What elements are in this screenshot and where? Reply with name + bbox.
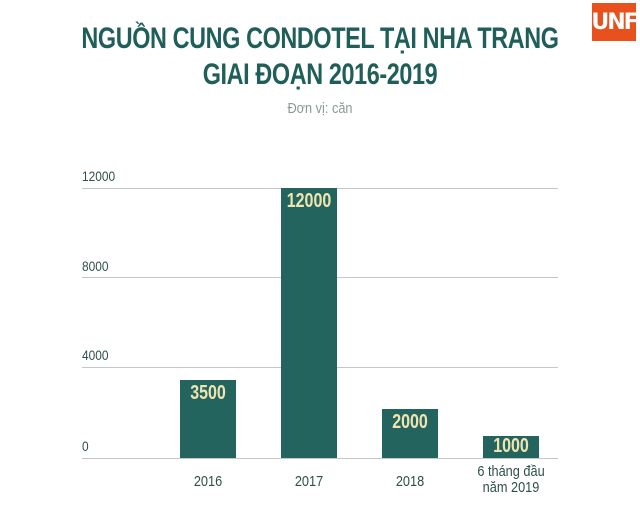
x-tick-2018: 2018 <box>395 473 425 490</box>
gridline-0-baseline <box>82 458 558 459</box>
chart-title-line-1: NGUỒN CUNG CONDOTEL TẠI NHA TRANG <box>81 22 559 55</box>
y-tick-8000: 8000 <box>82 258 109 274</box>
bar-value-label: 3500 <box>190 382 226 404</box>
bar-2019-h1: 1000 <box>483 435 539 458</box>
y-tick-4000: 4000 <box>82 347 109 363</box>
bar-2018: 2000 <box>382 409 438 458</box>
x-tick-2017: 2017 <box>294 473 324 490</box>
x-tick-line-1: 6 tháng đầu <box>477 463 545 480</box>
x-tick-line-2: năm 2019 <box>482 479 540 496</box>
bar-value-label: 12000 <box>286 190 332 212</box>
x-tick-2019-first-half: 6 tháng đầu năm 2019 <box>469 464 554 496</box>
y-tick-0: 0 <box>82 438 89 454</box>
chart-subtitle-unit: Đơn vị: căn <box>287 100 353 117</box>
bar-2016: 3500 <box>180 380 236 458</box>
bar-2017: 12000 <box>281 188 337 458</box>
unf-logo-icon: UNF <box>591 3 639 41</box>
x-tick-2016: 2016 <box>193 473 223 490</box>
bar-value-label: 2000 <box>392 411 428 433</box>
y-tick-12000: 12000 <box>82 168 116 184</box>
chart-title-line-2: GIAI ĐOẠN 2016-2019 <box>202 58 438 91</box>
bar-value-label: 1000 <box>493 435 529 457</box>
